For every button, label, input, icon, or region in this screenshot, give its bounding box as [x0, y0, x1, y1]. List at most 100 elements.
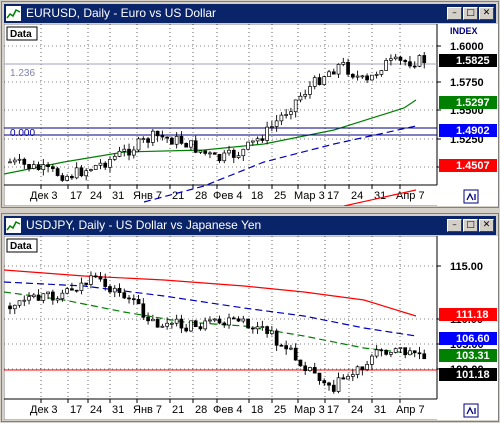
candle-body — [312, 77, 317, 87]
candle-body — [284, 345, 289, 350]
candle-body — [84, 170, 89, 177]
chart-window-icon — [6, 6, 21, 21]
candle-body — [131, 149, 136, 156]
candle-body — [127, 297, 131, 300]
candle-body — [270, 330, 274, 334]
candle-body — [198, 150, 203, 153]
candle-body — [89, 169, 93, 171]
price-badge — [439, 96, 497, 109]
candle-body — [8, 305, 12, 310]
candle-body — [293, 99, 298, 113]
price-badge-label: 111.18 — [456, 309, 488, 321]
time-label: 31 — [112, 404, 124, 416]
candle-body — [274, 120, 279, 127]
candle-body — [317, 372, 322, 381]
candle-body — [98, 276, 103, 280]
candle-body — [403, 347, 408, 356]
scroll-to-end-icon — [466, 192, 476, 201]
maximize-button[interactable]: □ — [463, 219, 478, 232]
price-label: 1.5750 — [450, 77, 484, 89]
candle-body — [365, 364, 369, 370]
candle-body — [208, 152, 212, 155]
candle-body — [193, 140, 198, 153]
time-label: 31 — [374, 404, 386, 416]
candle-body — [74, 167, 79, 179]
minimize-button[interactable]: – — [447, 7, 462, 20]
candle-body — [346, 61, 350, 75]
window-title: USDJPY, Daily - US Dollar vs Japanese Ye… — [26, 218, 262, 232]
maximize-button[interactable]: □ — [463, 7, 478, 20]
candle-body — [136, 298, 141, 305]
candle-body — [170, 322, 174, 325]
candle-body — [322, 380, 327, 384]
price-badge-label: 101.18 — [456, 369, 490, 381]
price-badge — [439, 349, 497, 362]
candle-body — [112, 287, 117, 293]
time-label: 25 — [274, 190, 286, 202]
data-tag: Data — [10, 241, 32, 252]
candle-body — [46, 291, 50, 295]
candle-body — [241, 318, 246, 322]
window-title: EURUSD, Daily - Euro vs US Dollar — [26, 6, 217, 20]
candle-body — [103, 278, 108, 287]
candle-body — [346, 375, 350, 380]
candle-body — [289, 111, 293, 115]
candle-body — [279, 344, 284, 347]
candle-body — [408, 350, 412, 356]
candle-body — [279, 114, 284, 122]
candle-body — [46, 164, 50, 167]
price-badge — [439, 368, 497, 381]
candle-body — [222, 322, 227, 326]
candle-body — [298, 95, 303, 101]
candle-body — [70, 288, 74, 291]
candle-body — [398, 56, 403, 61]
price-axis-panel — [437, 236, 498, 420]
candle-body — [31, 164, 36, 169]
candle-body — [412, 65, 417, 68]
candle-body — [112, 155, 117, 160]
candle-body — [51, 166, 55, 169]
candle-body — [417, 55, 422, 67]
time-label: Апр 7 — [396, 404, 425, 416]
candle-body — [27, 296, 31, 301]
candle-body — [422, 55, 427, 64]
candle-body — [408, 61, 412, 67]
candle-body — [60, 175, 65, 181]
candle-body — [17, 158, 22, 161]
candle-body — [246, 318, 250, 329]
title-bar[interactable]: USDJPY, Daily - US Dollar vs Japanese Ye… — [4, 216, 496, 235]
minimize-button[interactable]: – — [447, 219, 462, 232]
price-badge-label: 106.60 — [456, 333, 490, 345]
candle-body — [117, 150, 122, 157]
close-button[interactable]: ✕ — [479, 219, 494, 232]
candle-body — [203, 320, 208, 330]
candle-body — [236, 155, 241, 158]
candle-body — [51, 291, 55, 301]
moving-average-line — [4, 281, 417, 337]
candle-body — [293, 347, 298, 361]
candle-body — [331, 384, 336, 392]
candle-body — [403, 60, 408, 63]
candle-body — [312, 367, 317, 374]
candle-body — [241, 148, 246, 157]
close-button[interactable]: ✕ — [479, 7, 494, 20]
chart-window-usdjpy: USDJPY, Daily - US Dollar vs Japanese Ye… — [1, 213, 499, 422]
data-tag: Data — [10, 29, 32, 40]
candle-body — [103, 162, 108, 168]
candle-body — [308, 86, 312, 95]
candle-body — [212, 318, 217, 321]
price-badge-label: 1.5297 — [456, 97, 490, 109]
candle-body — [370, 74, 374, 81]
title-bar[interactable]: EURUSD, Daily - Euro vs US Dollar – □ ✕ — [4, 4, 496, 23]
candle-body — [227, 149, 231, 154]
scroll-to-end-icon — [466, 406, 476, 415]
candle-body — [255, 138, 260, 142]
time-label: Янв 7 — [133, 190, 162, 202]
time-label: Фев 4 — [213, 190, 243, 202]
candle-body — [393, 56, 398, 60]
time-label: 21 — [172, 404, 184, 416]
candle-body — [217, 318, 222, 324]
candle-body — [198, 326, 203, 330]
